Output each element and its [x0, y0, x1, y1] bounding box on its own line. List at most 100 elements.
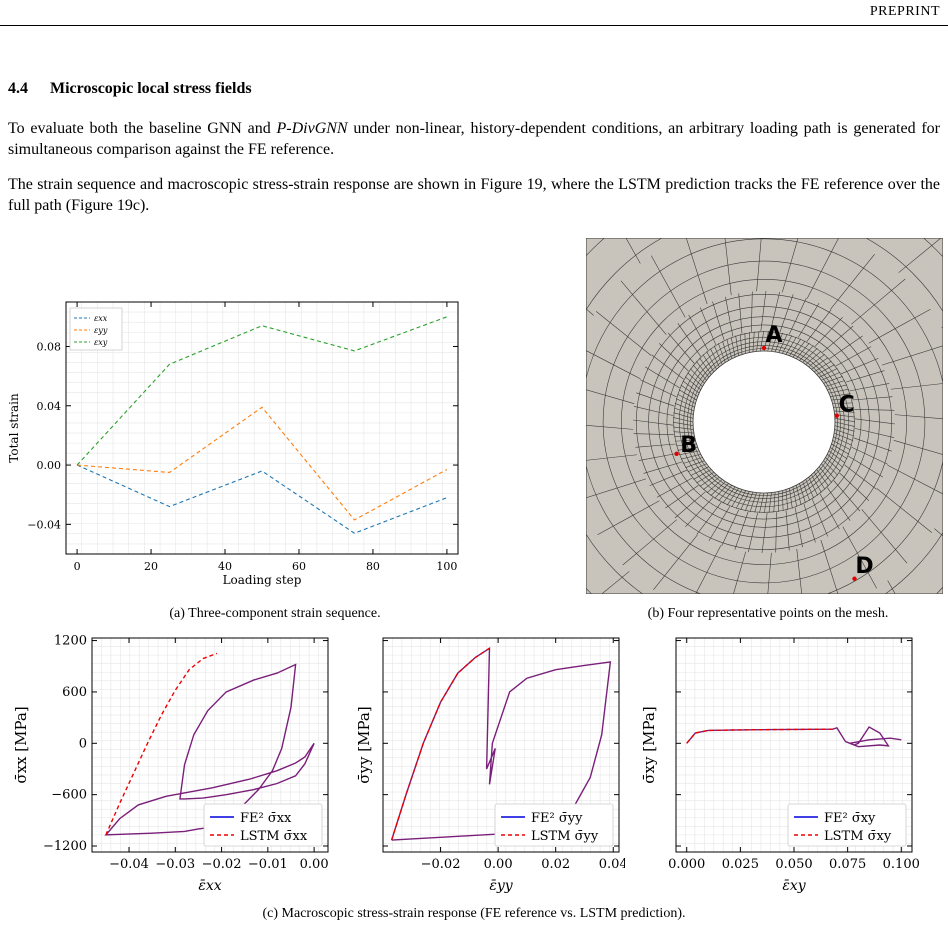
mesh-spoke — [674, 403, 694, 412]
mesh-spoke — [848, 455, 884, 478]
mesh-spoke — [767, 552, 772, 594]
mesh-spoke — [861, 509, 908, 564]
y-tick-label: 600 — [62, 685, 87, 700]
plot-frame — [65, 301, 459, 555]
mesh-spoke — [881, 345, 943, 366]
x-tick-label: 0.000 — [668, 857, 705, 872]
mesh-spoke — [833, 480, 861, 512]
mesh-spoke — [586, 478, 647, 499]
mesh-spoke — [835, 346, 872, 367]
y-tick-label: 1200 — [54, 634, 87, 649]
mesh-spoke — [595, 311, 652, 356]
mesh-spoke — [845, 370, 885, 383]
series-line-1 — [390, 647, 490, 841]
mesh-spoke — [799, 345, 814, 361]
mesh-spoke — [696, 471, 714, 484]
x-tick-label: 0 — [74, 560, 81, 573]
mesh-spoke — [680, 384, 698, 397]
legend-label-1: LSTM σ̄xy — [824, 829, 892, 844]
mesh-spoke — [808, 353, 825, 368]
mesh-spoke — [674, 491, 706, 519]
mesh-spoke — [710, 348, 720, 367]
mesh-spoke — [752, 331, 755, 352]
mesh-spoke — [673, 431, 694, 434]
legend-label-1: LSTM σ̄xx — [240, 829, 308, 844]
mesh-spoke — [834, 417, 856, 423]
legend-label-2: εxy — [94, 338, 108, 347]
mesh-spoke — [821, 371, 841, 381]
mesh-spoke — [735, 335, 739, 356]
mesh-spoke — [703, 476, 720, 491]
mesh-spoke — [826, 487, 851, 521]
y-tick-label: 0.04 — [37, 400, 62, 413]
mesh-spoke — [894, 414, 943, 420]
mesh-spoke — [832, 440, 851, 451]
mesh-spoke — [854, 418, 896, 425]
mesh-ring — [678, 336, 850, 508]
mesh-spoke — [673, 412, 694, 419]
mesh-spoke — [714, 483, 729, 499]
mesh-spoke — [814, 317, 843, 347]
y-tick-label: 0.00 — [37, 459, 62, 472]
mesh-spoke — [754, 492, 761, 513]
mesh-spoke — [816, 469, 829, 487]
mesh-spoke — [730, 337, 736, 358]
mesh-spoke — [797, 302, 820, 338]
series-line-0 — [104, 663, 315, 836]
mesh-spoke — [699, 357, 712, 375]
mesh-spoke — [851, 446, 889, 465]
mesh-spoke — [756, 331, 760, 352]
mesh-spoke — [722, 486, 736, 504]
mesh-spoke — [625, 238, 641, 264]
mesh-spoke — [834, 432, 854, 441]
legend-label-0: FE² σ̄xx — [240, 811, 292, 826]
x-tick-label: −0.02 — [202, 857, 242, 872]
mesh-spoke — [643, 461, 683, 474]
mesh-spoke — [601, 571, 630, 594]
mesh-spoke — [825, 380, 846, 387]
mesh-spoke — [696, 502, 722, 535]
x-tick-label: −0.01 — [248, 857, 288, 872]
mesh-spoke — [722, 340, 729, 361]
mesh-spoke — [774, 332, 783, 352]
mesh-spoke — [586, 424, 634, 430]
page-header: PREPRINT — [0, 0, 948, 26]
mesh-spoke — [665, 484, 699, 509]
mesh-spoke — [682, 380, 700, 394]
x-tick-label: 0.00 — [484, 857, 513, 872]
mesh-spoke — [785, 489, 789, 510]
mesh-spoke — [673, 407, 694, 415]
mesh-spoke — [834, 429, 855, 437]
mesh-lines — [586, 238, 943, 594]
mesh-spoke — [852, 396, 893, 401]
mesh-spoke — [887, 464, 943, 495]
mesh-spoke — [820, 539, 839, 594]
mesh-spoke — [622, 519, 677, 566]
mesh-spoke — [721, 509, 740, 547]
mesh-spoke — [677, 447, 698, 451]
plot-frame — [91, 637, 329, 853]
mesh-spoke — [796, 548, 803, 594]
mesh-hole — [692, 350, 836, 494]
mesh-spoke — [830, 253, 875, 310]
mesh-spoke — [649, 469, 687, 487]
mesh-spoke — [636, 392, 675, 407]
mesh-spoke — [802, 481, 810, 501]
series-line-0 — [76, 464, 448, 534]
mesh-spoke — [841, 357, 879, 375]
mesh-point-a — [761, 345, 767, 351]
mesh-spoke — [638, 452, 679, 461]
series-line-2 — [76, 316, 448, 466]
mesh-spoke — [675, 398, 695, 408]
mesh-spoke — [685, 238, 708, 305]
mesh-spoke — [690, 466, 709, 476]
mesh-spoke — [690, 368, 705, 384]
mesh-spoke — [713, 345, 723, 365]
legend-label-1: LSTM σ̄yy — [531, 829, 599, 844]
mesh-spoke — [695, 545, 722, 594]
mesh-spoke — [679, 450, 700, 456]
y-tick-label: −1200 — [43, 839, 87, 854]
mesh-spoke — [672, 421, 694, 427]
mesh-spoke — [842, 526, 877, 589]
mesh-spoke — [767, 331, 774, 352]
